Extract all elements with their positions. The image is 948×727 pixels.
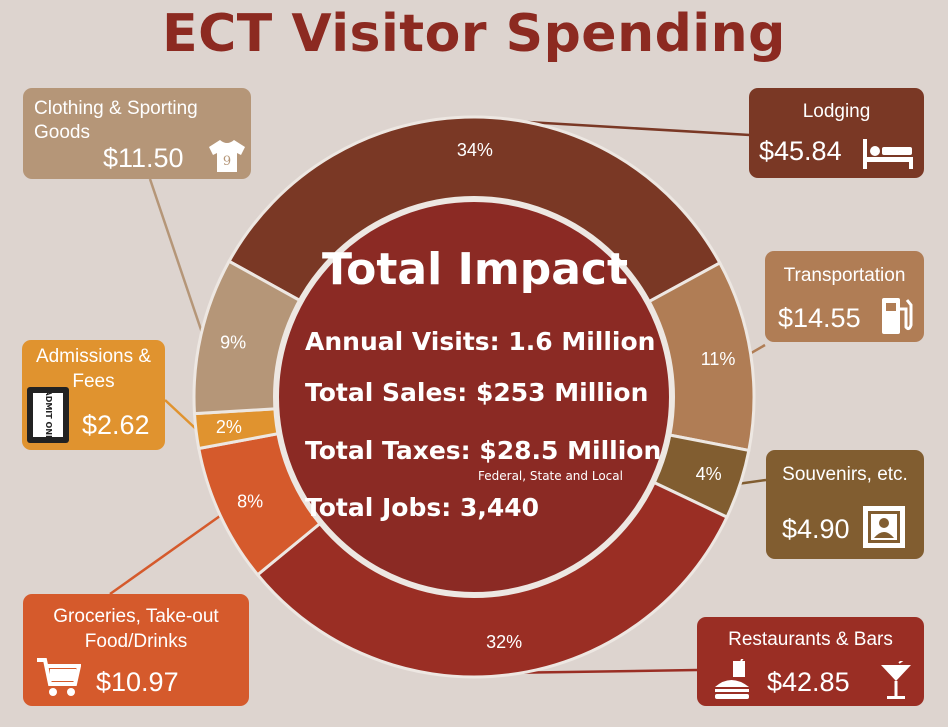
center-disk bbox=[273, 196, 675, 598]
tshirt-icon: 9 bbox=[209, 140, 245, 172]
callout-amount: $4.90 bbox=[782, 514, 850, 544]
percent-label: 4% bbox=[696, 464, 722, 484]
callout-label: Fees bbox=[72, 371, 115, 392]
leader-lines bbox=[109, 117, 767, 675]
percent-label: 34% bbox=[457, 140, 493, 160]
callout-label: Groceries, Take-out bbox=[53, 606, 219, 627]
total-taxes: Total Taxes: $28.5 Million bbox=[305, 436, 662, 465]
callout-admissions: Admissions & Fees $2.62 ADMIT ONE bbox=[22, 340, 165, 450]
percent-label: 2% bbox=[216, 417, 242, 437]
annual-visits: Annual Visits: 1.6 Million bbox=[305, 327, 656, 356]
callout-label: Goods bbox=[34, 122, 90, 143]
callout-amount: $10.97 bbox=[96, 667, 179, 697]
burger-drink-icon bbox=[715, 659, 749, 699]
percent-labels: 34% 11% 4% 32% 8% 2% 9% bbox=[216, 140, 736, 652]
percent-label: 11% bbox=[701, 349, 736, 369]
bed-icon bbox=[863, 139, 913, 169]
tshirt-number: 9 bbox=[223, 154, 231, 169]
leader-line bbox=[737, 478, 767, 486]
callout-clothing: Clothing & Sporting Goods $11.50 9 bbox=[23, 88, 251, 179]
callout-label: Souvenirs, etc. bbox=[782, 464, 908, 485]
callout-label: Food/Drinks bbox=[84, 631, 188, 652]
ticket-text: ADMIT ONE bbox=[44, 390, 53, 441]
callout-amount: $14.55 bbox=[778, 303, 861, 333]
callout-label: Restaurants & Bars bbox=[728, 629, 893, 650]
total-jobs: Total Jobs: 3,440 bbox=[305, 493, 540, 522]
callout-label: Clothing & Sporting bbox=[34, 98, 198, 119]
callout-souvenirs: Souvenirs, etc. $4.90 bbox=[766, 450, 924, 559]
ticket-icon: ADMIT ONE bbox=[27, 387, 69, 443]
percent-label: 8% bbox=[237, 491, 263, 511]
page-title: ECT Visitor Spending bbox=[162, 4, 786, 64]
center-title: Total Impact bbox=[321, 244, 629, 295]
leader-line bbox=[507, 668, 698, 675]
callout-amount: $11.50 bbox=[103, 143, 184, 173]
percent-label: 9% bbox=[220, 332, 246, 352]
leader-line bbox=[164, 399, 199, 432]
total-sales: Total Sales: $253 Million bbox=[305, 378, 649, 407]
leader-line bbox=[148, 178, 205, 336]
leader-line bbox=[109, 513, 223, 596]
callout-label: Admissions & bbox=[35, 346, 152, 367]
callout-label: Lodging bbox=[802, 101, 871, 122]
cocktail-icon bbox=[881, 661, 911, 699]
fuel-pump-icon bbox=[882, 298, 913, 334]
callout-groceries: Groceries, Take-out Food/Drinks $10.97 bbox=[23, 594, 249, 706]
taxes-note: Federal, State and Local bbox=[478, 469, 623, 483]
picture-frame-icon bbox=[863, 506, 905, 548]
callout-amount: $45.84 bbox=[759, 136, 842, 166]
callout-transportation: Transportation $14.55 bbox=[765, 251, 924, 342]
percent-label: 32% bbox=[486, 632, 522, 652]
callout-restaurants: Restaurants & Bars $42.85 bbox=[697, 617, 924, 706]
callout-lodging: Lodging $45.84 bbox=[749, 88, 924, 178]
shopping-cart-icon bbox=[37, 658, 81, 696]
callout-amount: $42.85 bbox=[767, 667, 850, 697]
callout-label: Transportation bbox=[783, 265, 906, 286]
callout-amount: $2.62 bbox=[82, 410, 150, 440]
